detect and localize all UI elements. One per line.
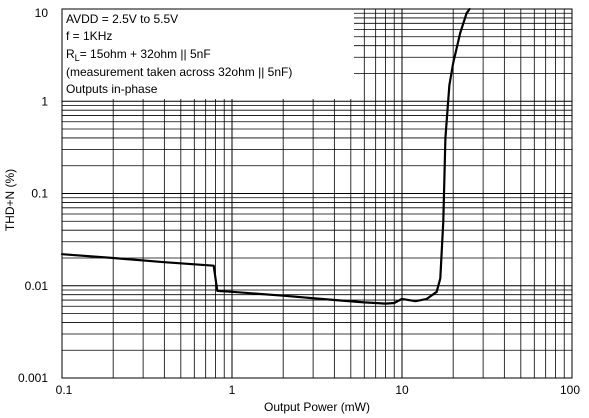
annotation-line-3-subscript: L (75, 53, 80, 63)
annotation-line-4: (measurement taken across 32ohm || 5nF) (66, 65, 292, 79)
y-tick-label: 10 (35, 6, 49, 20)
annotation-line-3-prefix: R (66, 47, 75, 61)
y-tick-label: 0.1 (31, 187, 48, 201)
x-axis-title: Output Power (mW) (264, 400, 370, 414)
y-tick-label: 1 (41, 94, 48, 108)
annotation-line-3-rest: = 15ohm + 32ohm || 5nF (80, 47, 211, 61)
plot-frame (61, 8, 573, 379)
y-axis-title: THD+N (%) (3, 169, 17, 231)
annotation-line-1: AVDD = 2.5V to 5.5V (66, 12, 178, 26)
annotation-line-5: Outputs in-phase (66, 82, 158, 96)
x-tick-label: 0.1 (56, 383, 73, 397)
y-tick-labels: 0.001 0.01 0.1 1 10 (18, 6, 48, 385)
y-tick-label: 0.001 (18, 371, 48, 385)
data-layer (60, 7, 471, 305)
annotation-background (62, 9, 354, 99)
x-tick-label: 100 (560, 383, 580, 397)
x-tick-label: 10 (395, 383, 409, 397)
x-tick-label: 1 (229, 383, 236, 397)
annotation-line-3: RL= 15ohm + 32ohm || 5nF (66, 47, 211, 63)
thd-series-line (60, 7, 471, 305)
y-tick-label: 0.01 (25, 279, 49, 293)
annotation-line-2: f = 1KHz (66, 29, 112, 43)
x-tick-labels: 0.1 1 10 100 (56, 383, 581, 397)
annotation-box: AVDD = 2.5V to 5.5V f = 1KHz RL= 15ohm +… (62, 9, 354, 99)
